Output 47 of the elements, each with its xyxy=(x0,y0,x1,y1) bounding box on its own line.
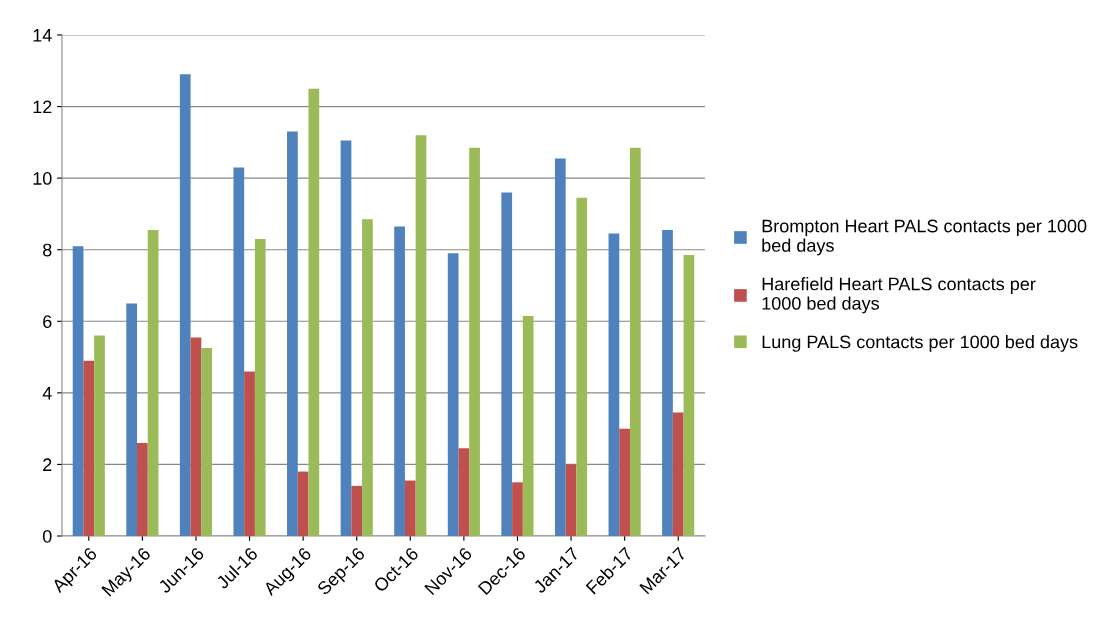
bar xyxy=(415,135,427,536)
bar xyxy=(362,219,373,536)
bar xyxy=(629,147,641,536)
legend-label: Harefield Heart PALS contacts per 1000 bed days xyxy=(762,277,1036,314)
bar xyxy=(244,371,255,536)
y-tick-label: 4 xyxy=(42,386,52,400)
bar xyxy=(501,192,513,536)
bar xyxy=(147,230,159,536)
bar xyxy=(287,131,298,536)
bar xyxy=(233,167,245,536)
bar xyxy=(308,88,320,536)
bar xyxy=(576,197,588,536)
bar xyxy=(351,485,363,536)
bar xyxy=(565,464,577,536)
bar xyxy=(201,348,213,536)
y-tick-label: 6 xyxy=(43,315,52,329)
y-tick-label: 10 xyxy=(33,172,52,185)
bar xyxy=(619,428,630,536)
bar xyxy=(522,315,534,536)
y-tick-label: 12 xyxy=(33,100,52,114)
bar xyxy=(394,226,405,536)
bar xyxy=(340,140,352,536)
bar xyxy=(608,233,620,536)
y-tick-label: 14 xyxy=(33,29,52,42)
bar xyxy=(297,471,309,536)
y-tick-label: 8 xyxy=(43,243,52,257)
bar xyxy=(672,412,684,536)
bar xyxy=(404,480,416,536)
bar xyxy=(554,158,566,536)
bar xyxy=(662,230,673,536)
bar xyxy=(469,147,480,536)
bar xyxy=(458,448,470,536)
bar xyxy=(179,74,191,536)
bar xyxy=(447,253,459,536)
bar xyxy=(254,238,266,536)
bar xyxy=(683,255,695,536)
bar xyxy=(94,335,105,536)
bar xyxy=(190,337,202,536)
y-tick-label: 0 xyxy=(42,529,52,543)
bar xyxy=(83,360,95,536)
legend-label: Brompton Heart PALS contacts per 1000 bed days xyxy=(762,219,1087,256)
legend-label: Lung PALS contacts per 1000 bed days xyxy=(762,335,1078,352)
bar xyxy=(512,482,523,536)
bar xyxy=(126,303,138,536)
y-tick-label: 2 xyxy=(43,458,52,471)
bar xyxy=(137,442,148,536)
bar xyxy=(72,246,84,536)
